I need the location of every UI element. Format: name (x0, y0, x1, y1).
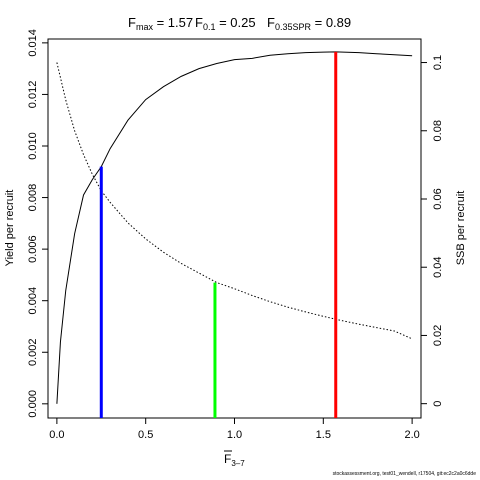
x-axis-label-main: F (224, 452, 231, 466)
y-right-tick-label: 0.02 (432, 325, 444, 346)
x-axis-label-sub: 3–7 (231, 459, 245, 468)
y-left-tick-label: 0.010 (27, 132, 39, 160)
x-axis-label: F3–7 (224, 450, 245, 468)
svg-text:Fmax = 1.57: Fmax = 1.57 (128, 15, 193, 32)
yield-per-recruit-line (56, 51, 413, 404)
svg-text:F3–7: F3–7 (224, 452, 245, 468)
y-right-tick-label: 0.1 (432, 55, 444, 70)
title-f01-label: F (195, 15, 203, 30)
title-fmax-sub: max (136, 22, 154, 32)
x-tick-label: 2.0 (404, 429, 419, 441)
y-axis-left-label: Yield per recruit (4, 190, 16, 267)
title-fspr-sub: 0.35SPR (275, 22, 312, 32)
y-left-tick-label: 0.014 (27, 29, 39, 57)
svg-text:F0.1 = 0.25: F0.1 = 0.25 (195, 15, 256, 32)
title-fspr-eq: = (311, 15, 326, 30)
x-tick-label: 1.0 (227, 429, 242, 441)
series-layer (56, 51, 413, 404)
plot-frame (47, 38, 422, 419)
title-f01-eq: = (215, 15, 230, 30)
right-y-axis: 0 0.02 0.04 0.06 0.08 0.1 (421, 55, 444, 407)
y-left-tick-label: 0.012 (27, 81, 39, 109)
title-fmax-label: F (128, 15, 136, 30)
y-right-tick-label: 0.04 (432, 257, 444, 278)
x-tick-label: 0.0 (49, 429, 64, 441)
y-left-tick-label: 0.002 (27, 338, 39, 366)
title-fspr-label: F (267, 15, 275, 30)
y-left-tick-label: 0.004 (27, 287, 39, 315)
y-left-tick-label: 0.000 (27, 390, 39, 418)
reference-lines (99, 51, 338, 418)
title-fmax-eq: = (153, 15, 168, 30)
y-right-tick-label: 0.06 (432, 188, 444, 209)
y-left-tick-label: 0.006 (27, 235, 39, 263)
x-tick-label: 1.5 (316, 429, 331, 441)
y-right-tick-label: 0 (432, 401, 444, 407)
left-y-axis: 0.000 0.002 0.004 0.006 0.008 0.010 0.012 0.014 (27, 29, 48, 418)
y-right-tick-label: 0.08 (432, 120, 444, 141)
footnote: stockassessment.org, test01_wendell, r17… (333, 471, 477, 477)
title-f01-value: 0.25 (230, 15, 255, 30)
title-fmax-value: 1.57 (168, 15, 193, 30)
y-axis-right-label: SSB per recruit (455, 191, 467, 266)
title-f01-sub: 0.1 (203, 22, 216, 32)
chart-title: Fmax = 1.57 F0.1 = 0.25 F0.35SPR = 0.89 (128, 15, 351, 32)
x-tick-label: 0.5 (138, 429, 153, 441)
ssb-per-recruit-line (56, 62, 413, 340)
y-left-tick-label: 0.008 (27, 184, 39, 212)
x-axis: 0.0 0.5 1.0 1.5 2.0 (49, 418, 420, 441)
svg-text:F0.35SPR = 0.89: F0.35SPR = 0.89 (267, 15, 351, 32)
title-fspr-value: 0.89 (326, 15, 351, 30)
